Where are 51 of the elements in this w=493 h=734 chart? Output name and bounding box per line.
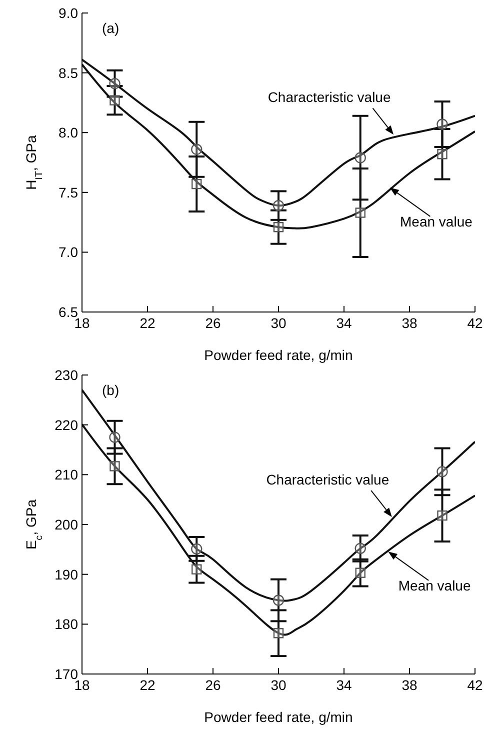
y-tick-label: 210: [54, 466, 78, 483]
x-tick-label: 42: [467, 676, 483, 693]
y-tick-label: 8.5: [58, 64, 78, 81]
y-tick-label: 220: [54, 416, 78, 433]
y-tick-label: 7.0: [58, 244, 78, 260]
point: [110, 461, 120, 472]
annotation: Characteristic value: [268, 89, 391, 106]
x-tick-label: 26: [205, 676, 221, 693]
x-tick-label: 42: [467, 314, 483, 331]
y-tick-label: 7.5: [58, 184, 78, 200]
y-tick-label: 200: [54, 516, 78, 532]
x-tick-label: 38: [402, 676, 418, 693]
annotation: Mean value: [400, 213, 473, 230]
point: [192, 178, 202, 190]
y-tick-label: 180: [54, 616, 78, 632]
x-tick-label: 26: [205, 314, 221, 331]
point: [436, 466, 448, 478]
point: [191, 144, 202, 155]
point: [191, 543, 202, 555]
point: [354, 152, 366, 164]
x-axis-title: Powder feed rate, g/min: [204, 347, 353, 363]
x-tick-label: 34: [336, 676, 352, 693]
annotation: (a): [102, 20, 120, 36]
point: [272, 200, 284, 212]
y-tick-label: 9.0: [58, 4, 78, 21]
point: [437, 149, 448, 160]
point: [109, 432, 120, 443]
annotation: Characteristic value: [266, 472, 390, 488]
x-tick-label: 38: [402, 314, 418, 331]
point: [437, 510, 448, 521]
x-axis-title: Powder feed rate, g/min: [204, 709, 353, 725]
point: [355, 568, 366, 578]
y-tick-label: 190: [54, 566, 78, 582]
point: [354, 542, 366, 554]
point: [109, 78, 120, 90]
x-tick-label: 22: [140, 314, 156, 331]
annotation: Mean value: [398, 577, 471, 594]
x-tick-label: 30: [270, 676, 286, 693]
point: [110, 95, 120, 106]
x-tick-label: 22: [140, 676, 156, 693]
point: [273, 628, 284, 638]
point: [272, 594, 284, 606]
x-tick-label: 34: [336, 314, 352, 331]
point: [355, 208, 366, 218]
y-tick-label: 230: [54, 366, 78, 383]
annotation: (b): [102, 382, 120, 398]
y-tick-label: 8.0: [58, 124, 78, 141]
x-tick-label: 30: [270, 314, 286, 331]
point: [436, 118, 448, 130]
point: [273, 222, 284, 232]
point: [192, 564, 202, 574]
